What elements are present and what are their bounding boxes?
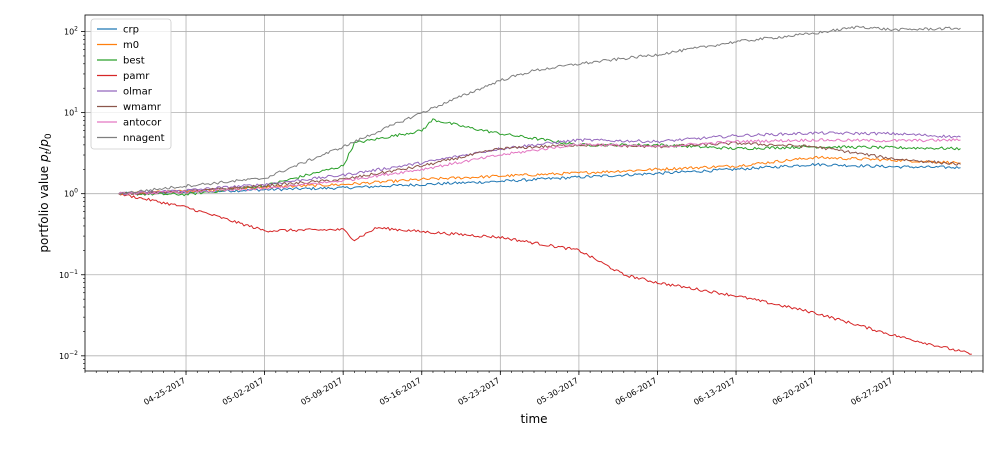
- legend-label-antocor: antocor: [123, 118, 162, 129]
- y-tick-label: 10−1: [59, 269, 78, 280]
- y-tick-label: 101: [64, 107, 78, 118]
- x-axis-ticks: 04-25-2017 05-02-2017 05-09-2017 05-16-2017…: [84, 371, 984, 407]
- y-axis-label: portfolio value pt/p0: [37, 133, 54, 252]
- series-line-nnagent: [118, 25, 961, 195]
- x-tick-label: 05-02-2017: [221, 376, 266, 407]
- legend-box: [90, 18, 172, 150]
- y-tick-exponent: 1: [74, 107, 78, 114]
- grid: [85, 15, 983, 371]
- y-tick-base: 10: [59, 271, 69, 280]
- series-line-crp: [118, 162, 961, 195]
- y-tick-base: 10: [64, 28, 74, 37]
- y-tick-label: 10−2: [59, 350, 78, 361]
- legend-label-pamr: pamr: [123, 71, 150, 82]
- series-lines: [118, 25, 972, 355]
- y-tick-base: 10: [59, 352, 69, 361]
- x-tick-label: 06-06-2017: [614, 376, 659, 407]
- x-axis-label: time: [520, 412, 547, 426]
- y-tick-exponent: 0: [74, 188, 78, 195]
- series-line-antocor: [118, 138, 961, 196]
- y-tick-label: 100: [64, 188, 78, 199]
- y-axis-label-t: t: [44, 150, 54, 154]
- plot-frame: [84, 14, 984, 372]
- y-axis-label-zero: 0: [44, 133, 54, 139]
- y-axis-label-p0: p: [37, 139, 51, 148]
- y-tick-exponent: 2: [74, 26, 78, 33]
- x-tick-label: 05-16-2017: [378, 376, 423, 407]
- x-tick-label: 06-13-2017: [692, 376, 737, 407]
- x-tick-label: 06-20-2017: [771, 376, 816, 407]
- series-line-wmamr: [118, 141, 961, 196]
- y-tick-base: 10: [64, 109, 74, 118]
- legend-label-nnagent: nnagent: [123, 133, 165, 144]
- x-tick-label: 05-09-2017: [299, 376, 344, 407]
- y-axis-label-main: portfolio value: [37, 162, 51, 253]
- y-axis-label-p: p: [37, 154, 51, 163]
- x-tick-label: 04-25-2017: [142, 376, 187, 407]
- legend-label-olmar: olmar: [123, 87, 153, 98]
- legend-label-best: best: [123, 56, 145, 67]
- legend-label-m0: m0: [123, 40, 139, 51]
- legend: crp m0 best pamr olmar wmamr antocor nnagent: [90, 18, 172, 150]
- y-tick-exponent: −1: [69, 269, 78, 276]
- y-tick-base: 10: [64, 190, 74, 199]
- y-axis-label-slash: /: [37, 146, 51, 151]
- y-tick-label: 102: [64, 26, 78, 37]
- x-tick-label: 05-30-2017: [535, 376, 580, 407]
- series-line-best: [118, 118, 961, 197]
- series-line-pamr: [118, 192, 972, 355]
- x-tick-label: 06-27-2017: [849, 376, 894, 407]
- x-tick-label: 05-23-2017: [457, 376, 502, 407]
- legend-label-crp: crp: [123, 25, 139, 36]
- y-tick-exponent: −2: [69, 350, 78, 357]
- legend-label-wmamr: wmamr: [123, 102, 162, 113]
